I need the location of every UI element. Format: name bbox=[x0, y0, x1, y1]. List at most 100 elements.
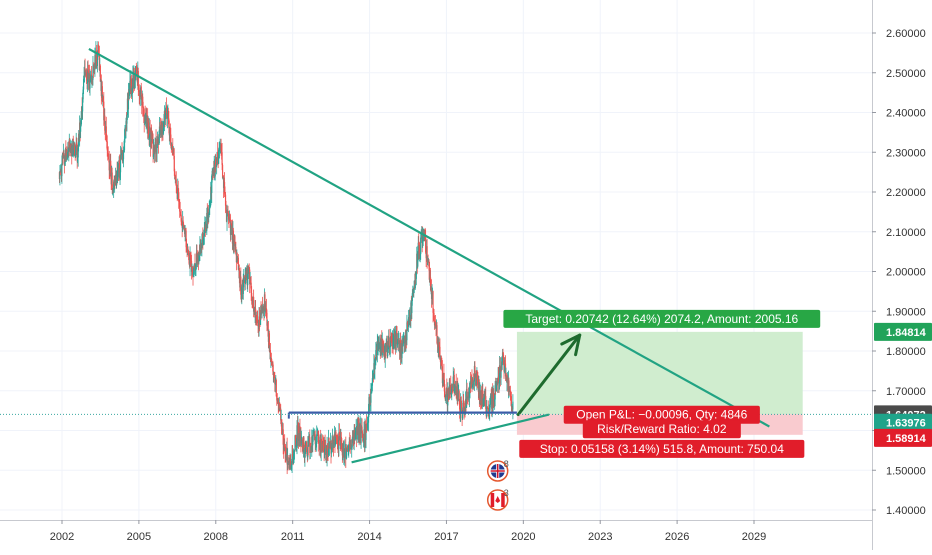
candle-body[interactable] bbox=[72, 138, 74, 155]
candle-body[interactable] bbox=[164, 111, 166, 118]
candle-body[interactable] bbox=[399, 340, 402, 357]
candle-body[interactable] bbox=[256, 320, 259, 324]
candle-body[interactable] bbox=[158, 126, 161, 137]
candle-body[interactable] bbox=[233, 243, 235, 246]
candle-body[interactable] bbox=[409, 315, 411, 325]
candle-body[interactable] bbox=[162, 128, 165, 134]
candle-body[interactable] bbox=[251, 298, 253, 303]
candle-body[interactable] bbox=[443, 379, 445, 392]
candle-body[interactable] bbox=[335, 436, 338, 440]
candle-body[interactable] bbox=[106, 141, 108, 151]
candle-body[interactable] bbox=[272, 362, 274, 372]
candle-body[interactable] bbox=[454, 385, 456, 389]
candle-body[interactable] bbox=[407, 318, 409, 327]
candle-body[interactable] bbox=[398, 339, 400, 344]
candle-body[interactable] bbox=[303, 444, 305, 457]
candle-body[interactable] bbox=[432, 291, 434, 313]
uk-flag-icon[interactable] bbox=[486, 460, 509, 482]
candle-body[interactable] bbox=[284, 447, 286, 454]
candle-body[interactable] bbox=[324, 447, 327, 455]
candle-body[interactable] bbox=[211, 175, 213, 194]
candle-body[interactable] bbox=[181, 221, 183, 225]
candle-body[interactable] bbox=[375, 350, 377, 358]
candle-body[interactable] bbox=[496, 381, 498, 384]
candle-body[interactable] bbox=[105, 126, 107, 141]
candle-body[interactable] bbox=[415, 272, 417, 279]
candle-body[interactable] bbox=[89, 77, 92, 79]
candle-body[interactable] bbox=[113, 181, 115, 190]
candle-body[interactable] bbox=[386, 341, 388, 357]
candle-body[interactable] bbox=[346, 447, 348, 450]
candle-body[interactable] bbox=[289, 461, 291, 470]
candle-body[interactable] bbox=[463, 401, 465, 414]
candle-body[interactable] bbox=[312, 435, 314, 446]
candle-body[interactable] bbox=[355, 432, 357, 434]
candle-body[interactable] bbox=[95, 50, 98, 63]
candle-body[interactable] bbox=[229, 217, 231, 220]
candle-body[interactable] bbox=[200, 247, 202, 254]
candle-body[interactable] bbox=[402, 338, 405, 344]
candle-body[interactable] bbox=[219, 147, 221, 149]
candle-body[interactable] bbox=[505, 375, 508, 382]
candle-body[interactable] bbox=[362, 437, 364, 440]
candle-body[interactable] bbox=[227, 213, 230, 220]
candle-body[interactable] bbox=[136, 70, 138, 75]
candle-body[interactable] bbox=[241, 286, 243, 300]
candle-body[interactable] bbox=[144, 114, 146, 122]
candle-body[interactable] bbox=[493, 393, 495, 399]
candle-body[interactable] bbox=[332, 437, 334, 444]
candle-body[interactable] bbox=[487, 408, 489, 413]
candle-body[interactable] bbox=[443, 373, 445, 380]
candle-body[interactable] bbox=[417, 250, 419, 267]
candle-body[interactable] bbox=[305, 444, 307, 448]
candle-body[interactable] bbox=[316, 431, 318, 435]
candle-body[interactable] bbox=[308, 437, 310, 447]
candle-body[interactable] bbox=[69, 139, 71, 149]
candle-body[interactable] bbox=[422, 236, 424, 244]
candle-body[interactable] bbox=[287, 456, 289, 463]
candle-body[interactable] bbox=[126, 115, 128, 124]
candle-body[interactable] bbox=[282, 429, 284, 445]
candle-body[interactable] bbox=[457, 392, 459, 398]
candle-body[interactable] bbox=[318, 441, 320, 449]
candle-body[interactable] bbox=[382, 344, 384, 346]
candle-body[interactable] bbox=[192, 272, 195, 277]
candle-body[interactable] bbox=[216, 152, 218, 165]
candle-body[interactable] bbox=[329, 446, 331, 448]
candle-body[interactable] bbox=[323, 451, 325, 453]
candle-body[interactable] bbox=[154, 142, 156, 154]
candle-body[interactable] bbox=[291, 454, 293, 465]
candle-body[interactable] bbox=[471, 379, 474, 388]
candle-body[interactable] bbox=[123, 139, 126, 151]
candle-body[interactable] bbox=[121, 150, 123, 153]
candle-body[interactable] bbox=[402, 343, 404, 347]
candle-body[interactable] bbox=[326, 445, 328, 458]
candle-body[interactable] bbox=[467, 397, 469, 399]
candle-body[interactable] bbox=[209, 204, 211, 208]
candle-body[interactable] bbox=[502, 352, 504, 355]
candle-body[interactable] bbox=[131, 86, 133, 94]
candle-body[interactable] bbox=[425, 236, 427, 253]
candle-body[interactable] bbox=[512, 401, 514, 410]
candle-body[interactable] bbox=[450, 393, 452, 395]
candle-body[interactable] bbox=[300, 440, 303, 444]
candle-body[interactable] bbox=[373, 363, 375, 378]
candle-body[interactable] bbox=[138, 89, 140, 96]
candle-body[interactable] bbox=[76, 142, 78, 146]
candle-body[interactable] bbox=[242, 283, 244, 294]
candle-body[interactable] bbox=[489, 407, 491, 413]
candle-body[interactable] bbox=[110, 160, 112, 173]
candle-body[interactable] bbox=[309, 445, 311, 453]
candle-body[interactable] bbox=[371, 385, 373, 390]
candle-body[interactable] bbox=[235, 253, 237, 263]
candle-body[interactable] bbox=[290, 464, 293, 470]
candle-body[interactable] bbox=[411, 293, 413, 302]
candle-body[interactable] bbox=[451, 383, 453, 394]
candle-body[interactable] bbox=[267, 323, 269, 331]
candle-body[interactable] bbox=[382, 339, 384, 345]
candle-body[interactable] bbox=[331, 443, 333, 450]
candle-body[interactable] bbox=[361, 432, 364, 438]
candle-body[interactable] bbox=[148, 122, 150, 136]
candle-body[interactable] bbox=[441, 366, 444, 384]
